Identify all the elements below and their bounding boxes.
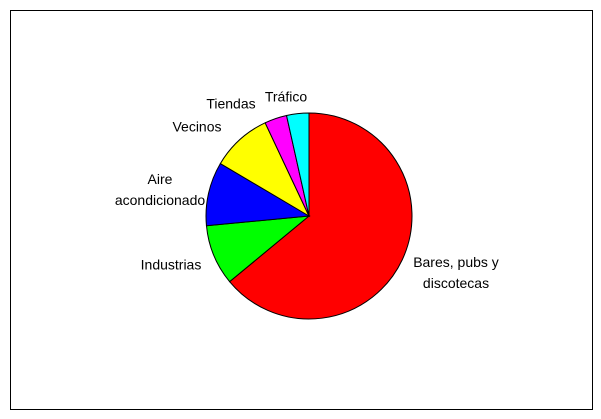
slice-label: Industrias: [140, 256, 202, 273]
slice-label: Tiendas: [206, 95, 256, 112]
slice-label: Tráfico: [264, 88, 308, 105]
slice-label: Aire acondicionado: [114, 171, 206, 208]
slice-label: Bares, pubs y discotecas: [413, 254, 499, 291]
slice-label: Vecinos: [172, 118, 222, 135]
pie-slice: [228, 112, 413, 320]
pie-slice: [285, 112, 310, 217]
